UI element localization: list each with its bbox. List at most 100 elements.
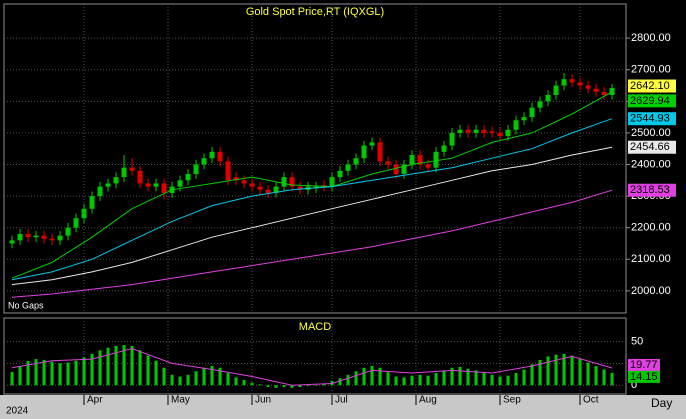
candle-body (329, 177, 335, 187)
candle-body (97, 186, 103, 197)
candle-body (489, 131, 495, 133)
candle-body (545, 94, 551, 102)
macd-bar (570, 355, 574, 386)
macd-bar (314, 385, 318, 386)
x-tick-label: Apr (87, 395, 103, 406)
candle-body (145, 183, 151, 187)
macd-bar (434, 373, 438, 386)
candle-body (337, 170, 343, 178)
macd-label: 14.15 (630, 371, 658, 383)
macd-bar (370, 366, 374, 386)
macd-label-box (628, 370, 660, 383)
candle-body (33, 235, 39, 238)
candle-body (241, 180, 247, 184)
candle-body (81, 208, 87, 219)
price-label-box (628, 140, 676, 154)
candle-body (585, 85, 591, 89)
y-tick-label: 2100.00 (631, 253, 671, 265)
candle-body (25, 234, 31, 238)
macd-bar (514, 373, 518, 386)
moving-average (11, 189, 613, 298)
macd-bar (10, 372, 14, 386)
candle-body (17, 234, 23, 241)
macd-bar (362, 367, 366, 386)
macd-bar (354, 371, 358, 386)
y-tick-label: 2800.00 (631, 32, 671, 44)
candle-body (505, 129, 511, 137)
macd-bar (538, 359, 542, 386)
candle-body (601, 91, 607, 95)
candle-body (457, 129, 463, 133)
price-label: 2318.53 (630, 184, 670, 196)
candle-body (449, 132, 455, 146)
macd-bar (98, 350, 102, 386)
macd-bar (250, 382, 254, 386)
price-label: 2454.66 (630, 141, 670, 153)
macd-bar (410, 375, 414, 386)
x-tick-label: Sep (503, 395, 521, 406)
macd-bar (562, 353, 566, 386)
candle-body (257, 186, 263, 190)
candle-body (297, 186, 303, 190)
macd-bar (234, 377, 238, 386)
macd-bar (106, 347, 110, 386)
macd-bar (170, 374, 174, 386)
candle-body (417, 155, 423, 165)
price-label-box (628, 79, 676, 93)
macd-bar (266, 385, 270, 388)
macd-bar (498, 376, 502, 386)
macd-bar (610, 372, 614, 386)
candle-body (369, 142, 375, 146)
macd-bar (242, 380, 246, 386)
macd-label: 19.77 (630, 359, 658, 371)
candle-body (497, 132, 503, 137)
macd-bar (42, 359, 46, 386)
candle-body (41, 235, 47, 239)
candle-body (481, 129, 487, 133)
candle-body (569, 79, 575, 83)
macd-bar (338, 378, 342, 386)
macd-bar (122, 345, 126, 386)
candle-body (385, 161, 391, 165)
y-tick-label: 2000.00 (631, 285, 671, 297)
macd-bar (162, 367, 166, 386)
macd-bar (26, 360, 30, 386)
candle-body (593, 88, 599, 92)
macd-bar (66, 362, 70, 386)
macd-bar (450, 367, 454, 386)
candle-body (577, 82, 583, 86)
candle-body (465, 129, 471, 133)
macd-bar (522, 369, 526, 386)
macd-bar (58, 363, 62, 386)
y-tick-label: 2500.00 (631, 127, 671, 139)
candle-body (529, 107, 535, 118)
x-tick-label: May (171, 395, 190, 406)
note: No Gaps (8, 300, 44, 310)
macd-bar (554, 354, 558, 386)
macd-panel (3, 317, 627, 395)
macd-bar (578, 359, 582, 386)
macd-bar (402, 377, 406, 386)
chart-title: Gold Spot Price,RT (IQXGL) (246, 6, 384, 18)
price-label-box (628, 112, 676, 126)
macd-bar (586, 362, 590, 386)
candle-body (121, 167, 127, 178)
macd-bar (178, 376, 182, 386)
macd-bar (138, 350, 142, 386)
macd-bar (298, 385, 302, 388)
candle-body (393, 164, 399, 174)
x-tick-label: Jun (255, 395, 271, 406)
y-tick-label: 2200.00 (631, 222, 671, 234)
candle-body (65, 227, 71, 236)
moving-average (11, 146, 613, 286)
macd-bar (114, 345, 118, 386)
macd-bar (546, 356, 550, 386)
y-tick-label: 2400.00 (631, 158, 671, 170)
price-label-box (628, 183, 676, 197)
price-label: 2642.10 (630, 80, 670, 92)
macd-bar (282, 385, 286, 388)
macd-bar (226, 373, 230, 386)
macd-bar (530, 364, 534, 386)
candle-body (561, 79, 567, 86)
